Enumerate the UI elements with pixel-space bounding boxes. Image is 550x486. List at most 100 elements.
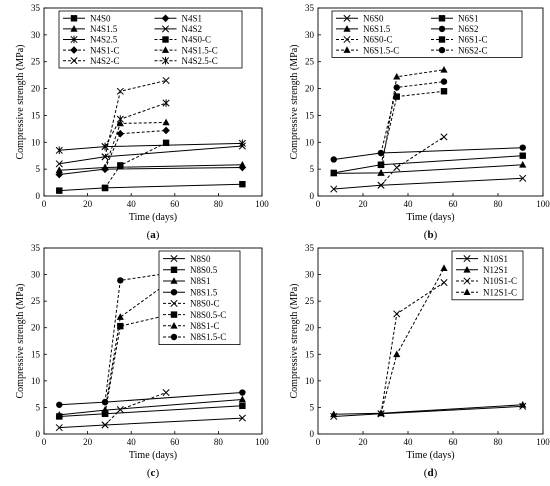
legend-marker	[70, 25, 78, 32]
y-tick-label: 15	[31, 349, 41, 359]
y-tick-label: 10	[305, 137, 315, 147]
legend-marker	[170, 322, 178, 329]
panel-caption: (c)	[147, 467, 160, 479]
series-line	[380, 282, 445, 414]
data-point	[101, 184, 109, 192]
data-point	[162, 99, 170, 107]
data-point	[116, 115, 124, 123]
legend-label: N4S2-C	[90, 56, 120, 66]
y-tick-label: 30	[305, 30, 315, 40]
series-N4S2-C	[101, 76, 170, 161]
series-N4S2	[55, 142, 246, 168]
legend-marker	[161, 46, 170, 53]
legend-label: N8S1	[190, 276, 211, 286]
y-tick-label: 20	[31, 84, 41, 94]
data-point	[393, 93, 400, 100]
legend-marker	[70, 35, 78, 44]
y-tick-label: 0	[36, 429, 41, 439]
x-tick-label: 100	[536, 199, 550, 209]
legend-marker	[70, 57, 78, 65]
legend: N4S0 N4S1 N4S1.5 N4S2 N4S2.5 N4S0-C N4S1-C N4S1…	[58, 10, 243, 69]
x-axis-label: Time (days)	[129, 212, 177, 223]
data-point	[440, 88, 448, 95]
series-N8S1.5	[56, 389, 246, 408]
legend-marker	[170, 289, 178, 296]
legend-marker	[463, 277, 471, 285]
y-axis-label: Compressive strength (MPa)	[15, 45, 26, 160]
legend-label: N10S1-C	[483, 276, 517, 286]
legend-label: N8S0.5	[190, 265, 218, 275]
data-point	[55, 411, 63, 418]
panel-label: b	[427, 229, 433, 241]
y-tick-label: 35	[305, 3, 315, 13]
caption-paren: (	[424, 229, 428, 241]
panel-label: d	[427, 467, 433, 479]
legend-label: N8S0	[190, 254, 211, 264]
legend-label: N8S1.5	[190, 287, 218, 297]
x-tick-label: 20	[83, 437, 93, 447]
x-tick-label: 0	[316, 437, 321, 447]
caption-paren: )	[155, 467, 159, 479]
data-point	[162, 388, 170, 397]
y-tick-label: 25	[31, 57, 41, 67]
legend-label: N6S2	[458, 24, 479, 34]
legend-marker	[161, 25, 170, 33]
y-tick-label: 35	[31, 243, 41, 253]
legend: N6S0 N6S1 N6S1.5 N6S2 N6S0-C N6S1-C N6S1.5-C N6…	[331, 10, 523, 58]
series-N8S0.5	[56, 402, 246, 420]
data-point	[101, 398, 109, 406]
series-line	[59, 142, 243, 151]
y-tick-label: 0	[310, 429, 315, 439]
x-tick-label: 80	[214, 199, 224, 209]
data-point	[162, 139, 170, 147]
data-point	[440, 278, 448, 287]
data-point	[116, 313, 124, 320]
chart-panel-d: 0 20 40 60 80 100 0 5 10 15 20 25 30 35 Time (days) Com…	[289, 243, 550, 479]
y-tick-label: 20	[305, 323, 315, 333]
y-tick-label: 20	[305, 84, 315, 94]
legend-label: N4S1.5	[90, 24, 118, 34]
data-point	[393, 350, 401, 358]
data-point	[238, 395, 246, 403]
x-tick-label: 0	[316, 199, 321, 209]
legend-label: N8S1.5-C	[190, 332, 226, 342]
panel-caption: (d)	[424, 467, 438, 479]
data-point	[55, 160, 63, 168]
series-N4S2.5-C	[101, 99, 170, 151]
y-axis-label: Compressive strength (MPa)	[289, 284, 300, 399]
data-point	[377, 161, 385, 169]
legend-label: N12S1	[483, 265, 508, 275]
series-N6S1.5-C	[377, 65, 448, 176]
series-N10S1-C	[377, 278, 448, 418]
legend-label: N4S0	[90, 14, 111, 24]
series-line	[380, 136, 445, 186]
data-point	[393, 310, 401, 318]
legend-marker	[438, 25, 446, 33]
data-point	[101, 163, 109, 171]
y-tick-label: 30	[31, 270, 41, 280]
series-N4S0	[56, 180, 246, 194]
data-point	[377, 181, 385, 189]
data-point	[162, 76, 170, 85]
data-point	[519, 161, 527, 168]
x-tick-label: 0	[42, 437, 47, 447]
plot-frame	[43, 247, 263, 435]
x-tick-label: 40	[127, 199, 137, 209]
legend-marker	[170, 277, 178, 284]
legend-box	[58, 10, 243, 69]
legend-marker	[343, 14, 351, 22]
legend-marker	[161, 56, 170, 65]
panel-caption: (a)	[147, 229, 160, 241]
data-point	[101, 410, 109, 418]
data-point	[55, 166, 63, 174]
data-point	[393, 84, 400, 91]
series-N4S1	[55, 163, 247, 179]
legend-label: N6S1	[458, 14, 479, 24]
legend-label: N4S1-C	[90, 45, 120, 55]
caption-paren: (	[147, 229, 151, 241]
legend-marker	[170, 255, 178, 263]
chart-panel-a: 0 20 40 60 80 100 0 5 10 15 20 25 30 35 Time (days) Com…	[15, 3, 269, 241]
series-N6S1-C	[377, 88, 448, 169]
legend-marker	[161, 14, 170, 23]
